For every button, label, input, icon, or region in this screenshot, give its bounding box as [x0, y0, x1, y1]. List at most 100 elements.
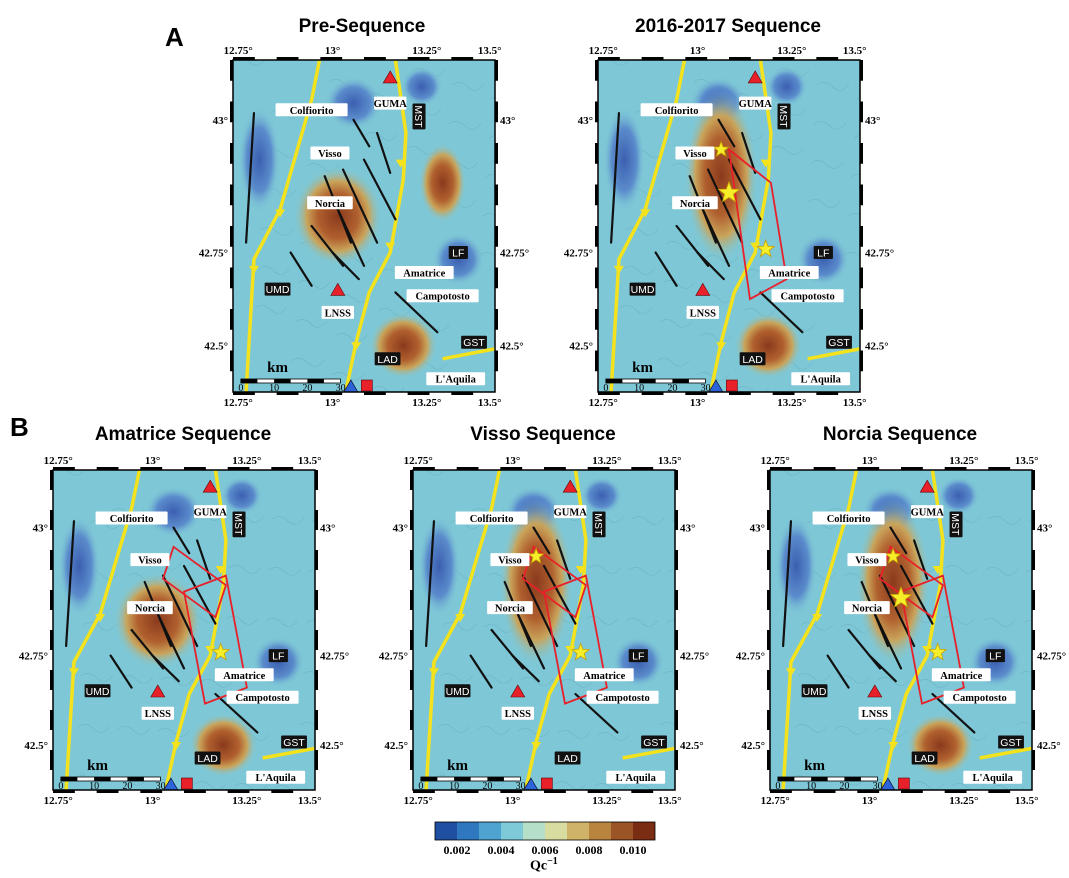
- svg-text:GST: GST: [283, 737, 305, 749]
- thrust-teeth: [785, 566, 943, 750]
- svg-text:UMD: UMD: [631, 284, 655, 296]
- colorbar-swatch: [633, 822, 655, 840]
- scale-unit: km: [87, 758, 108, 774]
- svg-text:Visso: Visso: [318, 149, 342, 160]
- panel-label-a: A: [165, 22, 184, 52]
- svg-text:GST: GST: [643, 737, 665, 749]
- lon-tick-top: 13.5°: [843, 45, 867, 57]
- lon-tick-bottom: 13°: [325, 397, 340, 409]
- label-norcia: Norcia: [487, 601, 533, 615]
- label-amatrice: Amatrice: [394, 265, 454, 279]
- thrust-teeth: [248, 159, 406, 351]
- lon-tick-bottom: 13°: [690, 397, 705, 409]
- lat-tick-left: 43°: [33, 523, 48, 535]
- epicenter-star-visso: [527, 547, 545, 564]
- label-lnss: LNSS: [321, 305, 354, 319]
- svg-text:L'Aquila: L'Aquila: [973, 773, 1014, 784]
- lon-tick-top: 13.5°: [658, 455, 682, 467]
- lat-tick-right: 42.75°: [1037, 651, 1066, 663]
- epicenter-star-visso: [884, 547, 902, 564]
- svg-text:GUMA: GUMA: [739, 99, 773, 110]
- svg-text:Colfiorito: Colfiorito: [110, 514, 154, 525]
- scale-tick: 10: [449, 781, 459, 792]
- legend-triangle-icon: [708, 379, 724, 392]
- colorbar-swatch: [479, 822, 501, 840]
- lat-tick-right: 43°: [865, 115, 880, 127]
- map-body: Colfiorito Visso Norcia Amatrice Campotosto L…: [413, 470, 675, 792]
- low-attenuation-zone: [58, 514, 101, 618]
- scale-tick: 30: [701, 383, 711, 394]
- scale-tick: 30: [336, 383, 346, 394]
- lon-tick-bottom: 13.5°: [658, 795, 682, 807]
- svg-text:Amatrice: Amatrice: [768, 268, 810, 279]
- lat-tick-right: 42.75°: [865, 248, 894, 260]
- scale-tick: 10: [634, 383, 644, 394]
- svg-text:LAD: LAD: [742, 354, 763, 366]
- lon-tick-top: 12.75°: [761, 455, 790, 467]
- colorbar-swatch: [567, 822, 589, 840]
- label-colfiorito: Colfiorito: [455, 511, 528, 525]
- lon-tick-bottom: 13.25°: [949, 795, 978, 807]
- label-campotosto: Campotosto: [943, 690, 1016, 704]
- label-mst-box: MST: [232, 511, 246, 538]
- lat-tick-left: 42.75°: [736, 651, 765, 663]
- label-lf: LF: [268, 649, 288, 663]
- lon-tick-top: 13.25°: [232, 455, 261, 467]
- low-attenuation-zone: [580, 476, 623, 515]
- colorbar-tick: 0.002: [444, 843, 471, 857]
- epicenter-star-amatrice: [211, 642, 231, 661]
- scale-tick: 30: [516, 781, 526, 792]
- station-lnss-icon: [510, 684, 526, 698]
- fault-lines: [245, 112, 439, 334]
- map-body: Colfiorito Visso Norcia Amatrice Campotosto L…: [233, 60, 495, 394]
- lon-tick-bottom: 13°: [505, 795, 520, 807]
- label-campotosto: Campotosto: [406, 289, 479, 303]
- colorbar-label-exponent: −1: [547, 856, 558, 867]
- epicenter-star-amatrice: [928, 642, 948, 661]
- legend-square-icon: [181, 777, 193, 790]
- svg-text:LNSS: LNSS: [505, 709, 531, 720]
- low-attenuation-zone: [220, 476, 263, 515]
- map-full: Colfiorito Visso Norcia Amatrice Campotosto L…: [564, 45, 894, 409]
- label-mst-box: MST: [949, 511, 963, 538]
- high-attenuation-zone: [499, 498, 573, 666]
- colorbar-title: Qc−1: [530, 856, 558, 875]
- map-frame-ticks: [230, 57, 498, 395]
- lon-tick-bottom: 13°: [862, 795, 877, 807]
- svg-text:Colfiorito: Colfiorito: [655, 106, 699, 117]
- colorbar: 0.002 0.004 0.006 0.008 0.010: [434, 821, 656, 857]
- lon-tick-bottom: 13.5°: [843, 397, 867, 409]
- label-amatrice: Amatrice: [931, 668, 991, 682]
- label-norcia: Norcia: [127, 601, 173, 615]
- low-attenuation-zone: [238, 106, 281, 213]
- svg-text:Amatrice: Amatrice: [403, 268, 445, 279]
- label-norcia: Norcia: [844, 601, 890, 615]
- scale-unit: km: [267, 360, 288, 376]
- lat-tick-right: 43°: [1037, 523, 1052, 535]
- svg-text:UMD: UMD: [803, 686, 827, 698]
- label-umd: UMD: [264, 282, 291, 296]
- lat-tick-right: 43°: [680, 523, 695, 535]
- lat-tick-right: 42.5°: [1037, 740, 1061, 752]
- svg-text:Norcia: Norcia: [315, 199, 346, 210]
- lon-tick-top: 13.25°: [592, 455, 621, 467]
- label-lnss: LNSS: [686, 305, 719, 319]
- epicenter-star-amatrice: [756, 239, 776, 258]
- lat-tick-right: 43°: [500, 115, 515, 127]
- station-lnss-icon: [695, 282, 711, 296]
- map-title-visso: Visso Sequence: [470, 424, 616, 445]
- svg-text:GUMA: GUMA: [911, 508, 945, 519]
- low-attenuation-zone: [937, 476, 980, 515]
- label-umd: UMD: [801, 684, 828, 698]
- high-attenuation-zone: [856, 498, 930, 666]
- label-lf: LF: [628, 649, 648, 663]
- svg-text:MST: MST: [232, 513, 244, 536]
- lon-tick-bottom: 13°: [145, 795, 160, 807]
- lon-tick-top: 13°: [690, 45, 705, 57]
- svg-text:LF: LF: [632, 651, 644, 663]
- map-frame-ticks: [595, 57, 863, 395]
- lat-tick-right: 42.5°: [680, 740, 704, 752]
- lon-tick-top: 13°: [325, 45, 340, 57]
- label-lf: LF: [985, 649, 1005, 663]
- svg-text:GST: GST: [463, 337, 485, 349]
